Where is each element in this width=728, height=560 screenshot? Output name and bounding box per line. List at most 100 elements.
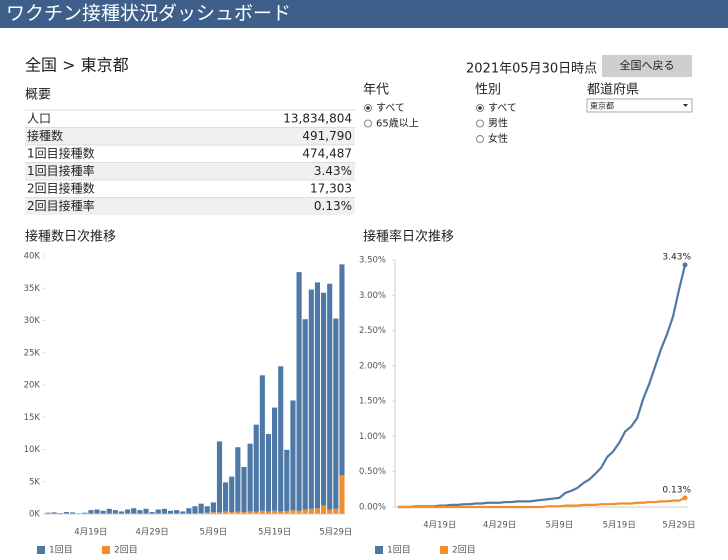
row-label: 人口 xyxy=(27,111,51,125)
bar xyxy=(278,366,284,512)
x-tick-label: 5月9日 xyxy=(546,521,574,531)
legend-swatch[interactable] xyxy=(102,546,110,554)
bar xyxy=(235,511,241,514)
table-row xyxy=(25,180,355,198)
legend-label[interactable]: 2回目 xyxy=(452,545,476,556)
legend-swatch[interactable] xyxy=(375,546,383,554)
radio-dot[interactable] xyxy=(478,106,482,110)
radio[interactable] xyxy=(476,119,484,128)
radio-label[interactable]: すべて xyxy=(488,102,517,114)
bar xyxy=(278,511,284,514)
bar xyxy=(204,506,210,513)
table-row xyxy=(25,110,355,128)
bar xyxy=(167,510,174,514)
bar xyxy=(290,400,296,511)
bar xyxy=(82,512,88,514)
bar xyxy=(88,510,94,514)
y-tick-label: 20K xyxy=(24,381,41,391)
y-tick-label: 3.00% xyxy=(359,291,386,301)
bar xyxy=(155,509,161,514)
x-tick-label: 4月19日 xyxy=(423,521,456,531)
bar xyxy=(247,443,253,512)
bar xyxy=(106,508,112,514)
bar xyxy=(223,482,229,512)
bar xyxy=(259,375,265,511)
x-tick-label: 4月29日 xyxy=(483,521,516,531)
bar xyxy=(192,506,198,514)
bar xyxy=(198,503,204,514)
legend-label[interactable]: 1回目 xyxy=(387,545,411,556)
table-row xyxy=(25,162,355,180)
bar xyxy=(308,289,314,509)
bar xyxy=(51,512,57,514)
bar xyxy=(45,512,51,514)
y-tick-label: 40K xyxy=(24,252,41,262)
radio-label[interactable]: すべて xyxy=(376,102,405,114)
x-tick-label: 4月19日 xyxy=(74,528,107,538)
bar xyxy=(137,510,143,514)
y-tick-label: 2.00% xyxy=(359,361,386,371)
bar xyxy=(125,509,131,514)
bar xyxy=(253,511,259,514)
y-tick-label: 0.50% xyxy=(359,467,386,477)
bar xyxy=(186,508,192,514)
y-tick-label: 15K xyxy=(24,413,41,423)
bar xyxy=(229,512,235,514)
bar xyxy=(265,434,272,512)
bar xyxy=(327,509,333,514)
bar xyxy=(94,509,100,514)
back-button[interactable] xyxy=(602,55,692,77)
summary-title: 概要 xyxy=(25,88,51,103)
x-tick-label: 5月19日 xyxy=(258,528,291,538)
bar xyxy=(272,407,278,511)
radio-label[interactable]: 男性 xyxy=(488,117,508,130)
radio-dot[interactable] xyxy=(366,106,370,110)
bar xyxy=(174,510,180,514)
bar xyxy=(333,318,339,509)
breadcrumb: 全国 > 東京都 xyxy=(25,56,129,75)
prefecture-select[interactable] xyxy=(586,98,693,113)
bar xyxy=(204,512,210,514)
bar xyxy=(210,502,216,513)
bar xyxy=(241,466,247,513)
row-label: 1回目接種数 xyxy=(27,145,95,160)
y-tick-label: 10K xyxy=(24,445,41,455)
legend-swatch[interactable] xyxy=(440,546,448,554)
bar xyxy=(339,475,345,514)
bar xyxy=(302,509,308,514)
row-value: 0.13% xyxy=(314,199,352,213)
y-tick-label: 30K xyxy=(24,316,41,326)
row-value: 474,487 xyxy=(302,146,352,160)
bar xyxy=(314,508,321,514)
bar xyxy=(333,508,339,514)
select-value[interactable]: 東京都 xyxy=(590,101,614,111)
legend-label[interactable]: 1回目 xyxy=(49,545,73,556)
line xyxy=(397,264,687,509)
select-label: 都道府県 xyxy=(587,83,639,98)
line xyxy=(397,496,686,509)
legend-label[interactable]: 2回目 xyxy=(114,545,138,556)
bar xyxy=(308,508,314,514)
row-value: 491,790 xyxy=(302,129,352,143)
bar xyxy=(290,510,296,514)
radio-label[interactable]: 女性 xyxy=(488,132,508,145)
row-value: 13,834,804 xyxy=(283,111,352,125)
row-label: 1回目接種率 xyxy=(27,163,95,178)
legend-swatch[interactable] xyxy=(37,546,45,554)
radio[interactable] xyxy=(364,119,372,128)
radio[interactable] xyxy=(476,135,484,143)
x-tick-label: 5月19日 xyxy=(603,521,636,531)
bar xyxy=(100,510,106,514)
bar xyxy=(296,510,302,514)
bar xyxy=(247,511,253,514)
bar xyxy=(229,476,235,513)
bar xyxy=(149,512,155,514)
back-button-label[interactable]: 全国へ戻る xyxy=(620,58,675,72)
table-row xyxy=(25,127,355,145)
radio-label[interactable]: 65歳以上 xyxy=(376,118,419,130)
bar xyxy=(118,511,125,514)
bar xyxy=(216,512,223,514)
bar xyxy=(284,511,290,514)
row-label: 接種数 xyxy=(27,128,63,143)
bar xyxy=(284,449,290,512)
